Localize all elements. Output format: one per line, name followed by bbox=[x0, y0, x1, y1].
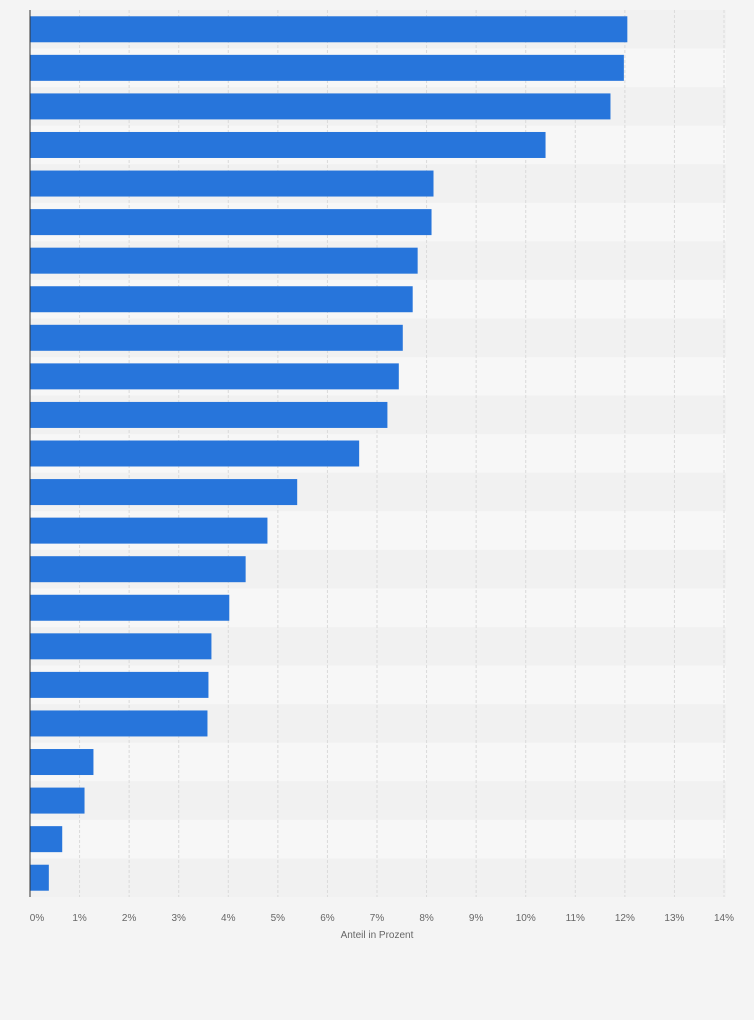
bar[interactable] bbox=[30, 131, 546, 158]
bar[interactable] bbox=[30, 826, 63, 853]
x-axis-title: Anteil in Prozent bbox=[341, 930, 414, 941]
x-tick-label: 10% bbox=[516, 913, 536, 924]
bar[interactable] bbox=[30, 16, 628, 43]
x-tick-labels: 0% 1% 2% 3% 4% 5% 6% 7% 8% 9% 10% 11% 12% 13% 14% bbox=[30, 913, 734, 924]
x-tick-label: 13% bbox=[664, 913, 684, 924]
x-tick-label: 1% bbox=[72, 913, 87, 924]
x-tick-label: 11% bbox=[566, 913, 585, 924]
bar[interactable] bbox=[30, 556, 246, 583]
row-band bbox=[30, 819, 726, 859]
bar[interactable] bbox=[30, 710, 208, 737]
bar[interactable] bbox=[30, 864, 49, 891]
bar[interactable] bbox=[30, 787, 85, 814]
x-tick-label: 7% bbox=[370, 913, 385, 924]
bars bbox=[30, 16, 628, 891]
x-tick-label: 9% bbox=[469, 913, 484, 924]
x-tick-label: 3% bbox=[171, 913, 186, 924]
bar[interactable] bbox=[30, 247, 418, 274]
bar[interactable] bbox=[30, 594, 230, 621]
bar[interactable] bbox=[30, 324, 403, 351]
bar[interactable] bbox=[30, 286, 413, 313]
bar[interactable] bbox=[30, 479, 298, 506]
x-tick-label: 6% bbox=[320, 913, 335, 924]
x-tick-label: 4% bbox=[221, 913, 236, 924]
bar[interactable] bbox=[30, 517, 268, 544]
row-band bbox=[30, 742, 726, 782]
x-tick-label: 5% bbox=[271, 913, 286, 924]
bar[interactable] bbox=[30, 170, 434, 197]
bar[interactable] bbox=[30, 749, 94, 776]
bar[interactable] bbox=[30, 54, 624, 81]
x-tick-label: 0% bbox=[30, 913, 45, 924]
bar[interactable] bbox=[30, 440, 360, 467]
bar[interactable] bbox=[30, 633, 212, 660]
bar[interactable] bbox=[30, 363, 399, 390]
x-tick-label: 8% bbox=[419, 913, 434, 924]
bar[interactable] bbox=[30, 209, 432, 236]
bar[interactable] bbox=[30, 401, 388, 428]
bar[interactable] bbox=[30, 671, 209, 698]
row-band bbox=[30, 858, 726, 897]
row-band bbox=[30, 781, 726, 820]
x-tick-label: 14% bbox=[714, 913, 734, 924]
bar[interactable] bbox=[30, 93, 611, 120]
x-tick-label: 2% bbox=[122, 913, 137, 924]
x-tick-label: 12% bbox=[615, 913, 635, 924]
